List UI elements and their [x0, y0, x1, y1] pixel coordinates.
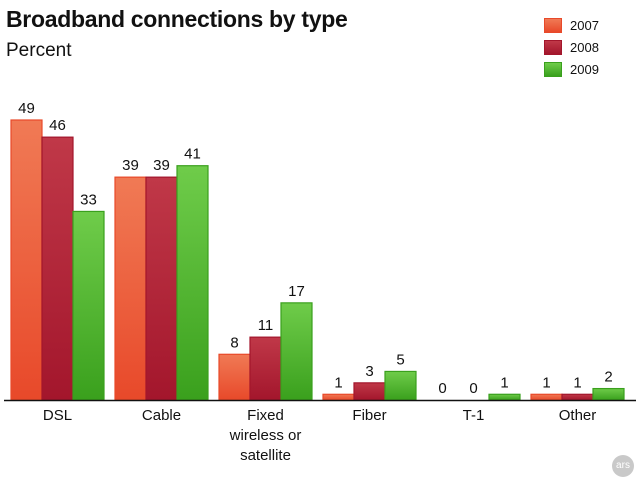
bar-2008-0	[41, 136, 74, 401]
data-label-2008-1: 39	[153, 157, 170, 174]
bar-2008-5	[561, 393, 594, 401]
category-label-line: Other	[559, 407, 597, 424]
category-label-line: DSL	[43, 407, 72, 424]
legend-swatch-2009	[544, 61, 562, 77]
legend: 2007 2008 2009	[544, 14, 599, 80]
chart-subtitle: Percent	[6, 40, 72, 61]
data-label-2009-4: 1	[500, 374, 508, 391]
bar-2007-2	[218, 353, 251, 401]
category-label-line: wireless or	[229, 427, 302, 444]
bar-2008-2	[249, 336, 282, 401]
ars-logo: ars	[612, 455, 634, 477]
data-label-2008-5: 1	[573, 374, 581, 391]
legend-item-2008: 2008	[544, 36, 599, 58]
legend-label-2007: 2007	[570, 17, 599, 33]
category-label-4: T-1	[463, 407, 485, 424]
category-label-0: DSL	[43, 407, 72, 424]
bar-2007-1	[114, 176, 147, 401]
legend-item-2009: 2009	[544, 58, 599, 80]
data-label-2009-1: 41	[184, 146, 201, 163]
bar-2007-5	[530, 393, 563, 401]
legend-swatch-2008	[544, 39, 562, 55]
data-label-2008-0: 46	[49, 117, 66, 134]
data-label-2009-5: 2	[604, 369, 612, 386]
data-label-2009-0: 33	[80, 191, 97, 208]
bar-2009-0	[72, 210, 105, 401]
legend-label-2008: 2008	[570, 39, 599, 55]
legend-label-2009: 2009	[570, 61, 599, 77]
category-label-line: T-1	[463, 407, 485, 424]
bar-2007-0	[10, 119, 43, 401]
data-label-2007-0: 49	[18, 100, 35, 117]
bar-2008-3	[353, 382, 386, 401]
chart-title: Broadband connections by type	[6, 6, 348, 32]
data-label-2008-3: 3	[365, 363, 373, 380]
bar-2009-3	[384, 370, 417, 401]
category-label-line: Fixed	[247, 407, 284, 424]
data-label-2007-2: 8	[230, 334, 238, 351]
bar-2008-1	[145, 176, 178, 401]
data-label-2008-2: 11	[258, 317, 274, 334]
category-label-line: Fiber	[352, 407, 386, 424]
category-label-3: Fiber	[352, 407, 386, 424]
bar-2009-5	[592, 387, 625, 401]
category-label-line: satellite	[240, 447, 291, 464]
legend-swatch-2007	[544, 17, 562, 33]
data-label-2008-4: 0	[469, 380, 477, 397]
bar-2009-1	[176, 165, 209, 401]
legend-item-2007: 2007	[544, 14, 599, 36]
data-label-2007-3: 1	[334, 374, 342, 391]
data-label-2007-5: 1	[542, 374, 550, 391]
category-label-1: Cable	[142, 407, 181, 424]
data-label-2007-1: 39	[122, 157, 139, 174]
data-label-2007-4: 0	[438, 380, 446, 397]
data-label-2009-3: 5	[396, 351, 404, 368]
bar-2007-3	[322, 393, 355, 401]
data-label-2009-2: 17	[288, 283, 305, 300]
bar-2009-2	[280, 302, 313, 401]
category-label-line: Cable	[142, 407, 181, 424]
bar-2009-4	[488, 393, 521, 401]
category-label-5: Other	[559, 407, 597, 424]
category-label-2: Fixed wireless or satellite	[229, 407, 302, 464]
